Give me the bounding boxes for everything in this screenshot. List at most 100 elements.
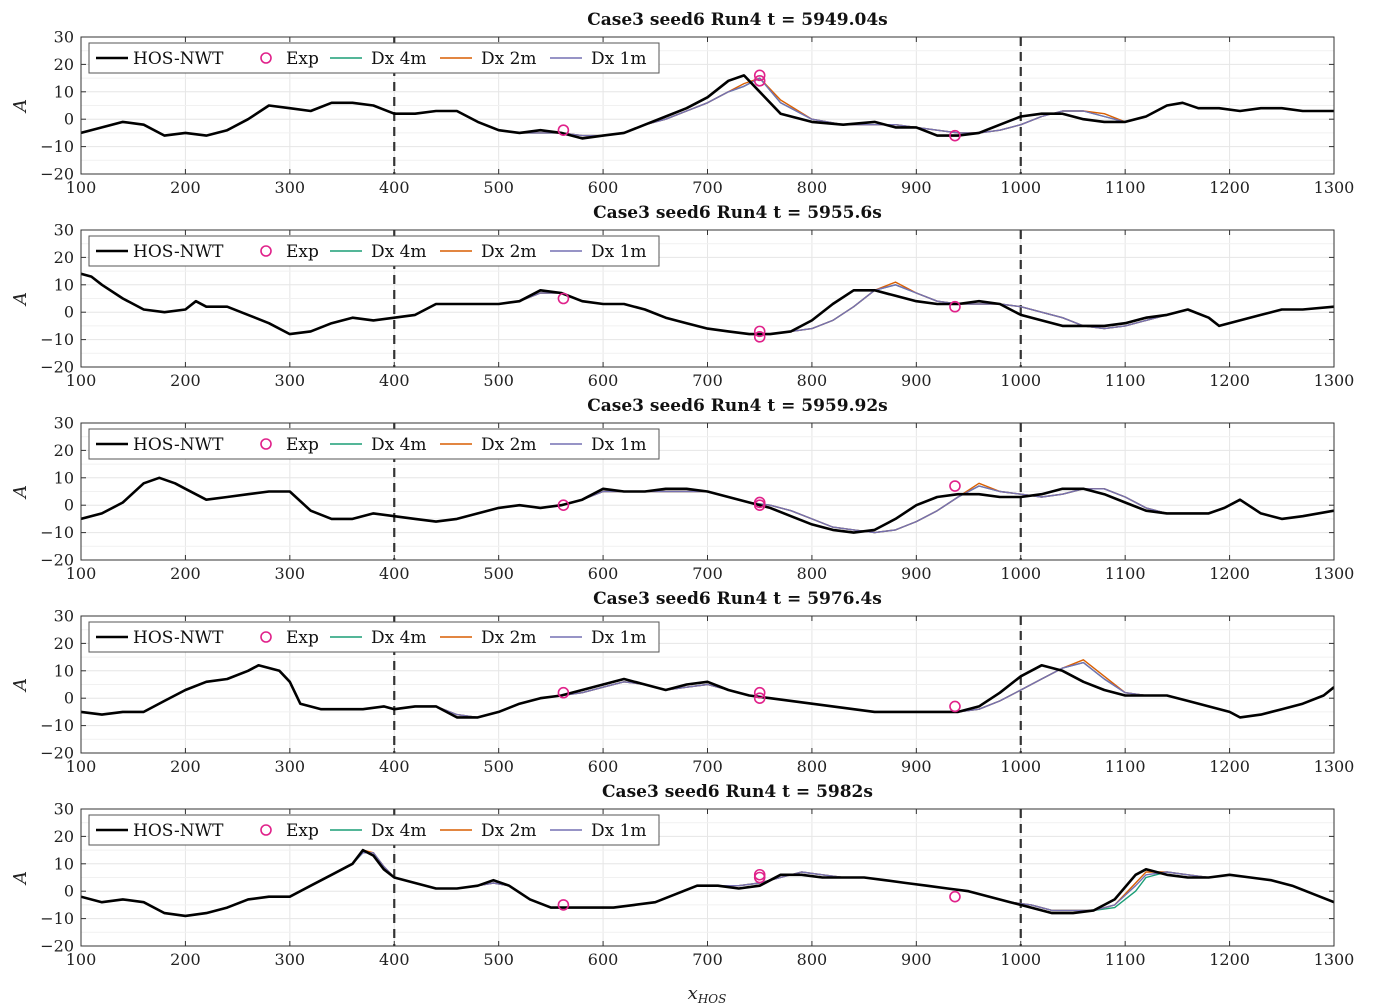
x-tick-label: 600 (588, 757, 619, 776)
legend-label: Exp (286, 821, 319, 841)
x-tick-label: 1000 (1000, 564, 1041, 583)
series-group (81, 272, 1334, 336)
legend-label: Dx 2m (481, 242, 537, 262)
series-line-hos-nwt (81, 476, 1334, 534)
exp-point (753, 75, 766, 87)
x-tick-label: 100 (66, 757, 97, 776)
series-line-hos-nwt (81, 272, 1334, 336)
legend-label: Exp (286, 628, 319, 648)
y-axis-label: A (10, 485, 31, 500)
x-tick-label: 300 (275, 564, 306, 583)
x-tick-label: 300 (275, 371, 306, 390)
x-tick-label: 700 (692, 371, 723, 390)
y-tick-label: −20 (40, 165, 74, 184)
exp-point (557, 899, 570, 911)
x-tick-label: 500 (483, 564, 514, 583)
y-tick-label: 0 (64, 496, 74, 515)
exp-point (753, 499, 766, 512)
x-tick-label: 1000 (1000, 371, 1041, 390)
exp-point (753, 69, 766, 82)
x-tick-label: 1100 (1105, 178, 1146, 197)
x-tick-label: 500 (483, 950, 514, 969)
series-line-hos-nwt (81, 848, 1334, 918)
panel-title: Case3 seed6 Run4 t = 5959.92s (587, 396, 888, 416)
legend-label: HOS-NWT (133, 49, 224, 69)
x-tick-label: 400 (379, 371, 410, 390)
x-tick-label: 1200 (1209, 564, 1250, 583)
x-tick-label: 200 (170, 757, 201, 776)
x-tick-label: 400 (379, 178, 410, 197)
x-tick-label: 1100 (1105, 950, 1146, 969)
legend-marker-exp (260, 438, 272, 450)
x-tick-label: 800 (797, 757, 828, 776)
y-tick-label: −20 (40, 744, 74, 763)
y-tick-label: 20 (54, 441, 74, 460)
exp-point (949, 890, 961, 903)
x-tick-label: 500 (483, 371, 514, 390)
series-group (81, 74, 1334, 140)
legend-label: HOS-NWT (133, 628, 224, 648)
x-tick-label: 100 (66, 950, 97, 969)
x-tick-label: 1300 (1314, 757, 1355, 776)
x-tick-label: 1000 (1000, 178, 1041, 197)
x-tick-label: 500 (483, 757, 514, 776)
legend-label: HOS-NWT (133, 242, 224, 262)
x-tick-label: 1300 (1314, 564, 1355, 583)
y-tick-label: 0 (64, 303, 74, 322)
x-tick-label: 800 (797, 564, 828, 583)
x-tick-label: 1100 (1105, 371, 1146, 390)
x-tick-label: 600 (588, 178, 619, 197)
x-tick-label: 700 (692, 950, 723, 969)
x-tick-label: 400 (379, 950, 410, 969)
legend-marker-exp (260, 631, 272, 643)
exp-point (753, 325, 766, 338)
exp-point (753, 692, 766, 705)
y-tick-label: −20 (40, 358, 74, 377)
legend-marker-exp (260, 245, 272, 257)
legend-label: HOS-NWT (133, 435, 224, 455)
x-tick-label: 1000 (1000, 757, 1041, 776)
legend-marker-exp (260, 824, 272, 836)
x-tick-label: 800 (797, 950, 828, 969)
y-tick-label: 20 (54, 827, 74, 846)
y-tick-label: 20 (54, 248, 74, 267)
y-axis-label: A (10, 871, 31, 886)
y-tick-label: 20 (54, 634, 74, 653)
x-tick-label: 600 (588, 371, 619, 390)
x-tick-label: 900 (901, 950, 932, 969)
x-tick-label: 1300 (1314, 950, 1355, 969)
x-tick-label: 900 (901, 564, 932, 583)
panel-1: 100 200 300 400 500 600 700 800 900 1000 1100 1200 1… (10, 10, 1354, 197)
legend-label: Exp (286, 242, 319, 262)
x-tick-label: 1100 (1105, 564, 1146, 583)
legend: HOS-NWT Exp Dx 4m Dx 2m Dx 1m (88, 814, 660, 846)
legend: HOS-NWT Exp Dx 4m Dx 2m Dx 1m (88, 621, 660, 653)
x-tick-label: 400 (379, 757, 410, 776)
exp-point (949, 129, 961, 142)
legend-label: Dx 1m (591, 49, 647, 69)
exp-point (753, 686, 766, 699)
x-tick-label: 900 (901, 757, 932, 776)
x-tick-label: 200 (170, 371, 201, 390)
panel-title: Case3 seed6 Run4 t = 5976.4s (593, 589, 882, 609)
exp-point (753, 331, 766, 343)
x-tick-label: 1300 (1314, 371, 1355, 390)
y-tick-label: 0 (64, 689, 74, 708)
x-tick-label: 1200 (1209, 371, 1250, 390)
x-tick-label: 700 (692, 178, 723, 197)
x-tick-label: 1200 (1209, 950, 1250, 969)
y-axis-label: A (10, 99, 31, 114)
legend-label: Dx 2m (481, 821, 537, 841)
legend-label: HOS-NWT (133, 821, 224, 841)
y-axis-label: A (10, 678, 31, 693)
y-tick-label: 10 (54, 82, 74, 101)
y-tick-label: 0 (64, 110, 74, 129)
legend-label: Exp (286, 435, 319, 455)
panel-title: Case3 seed6 Run4 t = 5982s (602, 782, 873, 802)
panel-title: Case3 seed6 Run4 t = 5955.6s (593, 203, 882, 223)
x-tick-label: 700 (692, 564, 723, 583)
series-group (81, 476, 1334, 534)
legend-label: Dx 4m (371, 242, 427, 262)
panel-4: 100 200 300 400 500 600 700 800 900 1000 1100 1200 1… (10, 589, 1354, 776)
x-tick-label: 100 (66, 178, 97, 197)
